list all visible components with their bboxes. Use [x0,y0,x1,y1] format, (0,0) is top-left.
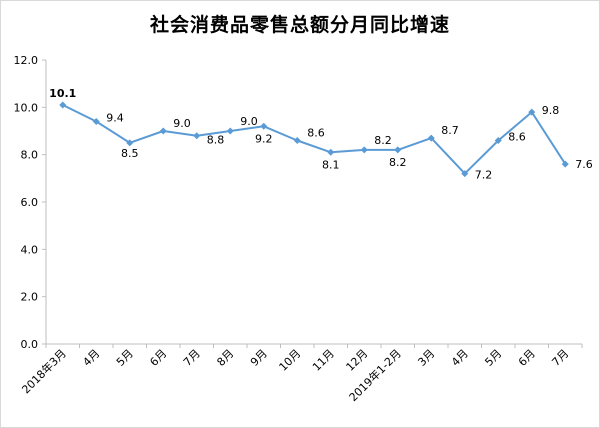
data-point [193,132,201,140]
x-tick-label: 4月 [80,347,102,369]
y-tick-label: 10.0 [14,101,39,114]
chart-title: 社会消费品零售总额分月同比增速 [149,14,450,36]
data-point [528,108,536,116]
data-label: 8.5 [121,147,139,160]
x-tick-label: 5月 [482,347,504,369]
data-label: 8.2 [389,156,407,169]
data-point [92,118,100,126]
data-label: 9.8 [542,104,560,117]
data-label: 9.4 [106,112,124,125]
x-tick-label: 5月 [114,347,136,369]
x-tick-label: 10月 [277,347,304,374]
x-tick-label: 4月 [449,347,471,369]
data-label: 9.0 [240,115,258,128]
y-tick-label: 4.0 [21,243,39,256]
data-point [394,146,402,154]
y-tick-label: 8.0 [21,149,39,162]
data-point [360,146,368,154]
data-point [260,122,268,130]
y-tick-label: 12.0 [14,54,39,67]
data-label: 9.2 [255,132,273,145]
x-tick-label: 6月 [147,347,169,369]
x-tick-label: 3月 [415,347,437,369]
x-tick-label: 6月 [516,347,538,369]
data-label: 8.2 [374,134,392,147]
x-tick-label: 9月 [248,347,270,369]
data-point [126,139,134,147]
y-tick-label: 6.0 [21,196,39,209]
data-point [293,136,301,144]
data-label: 8.7 [441,124,459,137]
data-label: 8.8 [207,134,225,147]
data-label: 8.1 [322,158,340,171]
data-point [159,127,167,135]
x-tick-label: 8月 [214,347,236,369]
data-point [226,127,234,135]
series-line [62,104,567,175]
data-point [59,101,67,109]
x-tick-label: 7月 [181,347,203,369]
data-label: 8.6 [307,126,325,139]
data-label: 10.1 [49,87,76,100]
y-tick-label: 2.0 [21,291,39,304]
data-label: 8.6 [508,130,526,143]
data-point [427,134,435,142]
data-label: 7.6 [575,158,593,171]
data-point [494,136,502,144]
data-point [561,160,569,168]
data-point [461,170,469,178]
data-label: 9.0 [173,117,191,130]
x-tick-label: 2018年3月 [19,346,69,396]
data-point [327,148,335,156]
x-tick-label: 12月 [344,347,371,374]
x-tick-label: 7月 [549,347,571,369]
data-label: 7.2 [475,169,493,182]
y-tick-label: 0.0 [21,338,39,351]
x-tick-label: 11月 [310,347,337,374]
